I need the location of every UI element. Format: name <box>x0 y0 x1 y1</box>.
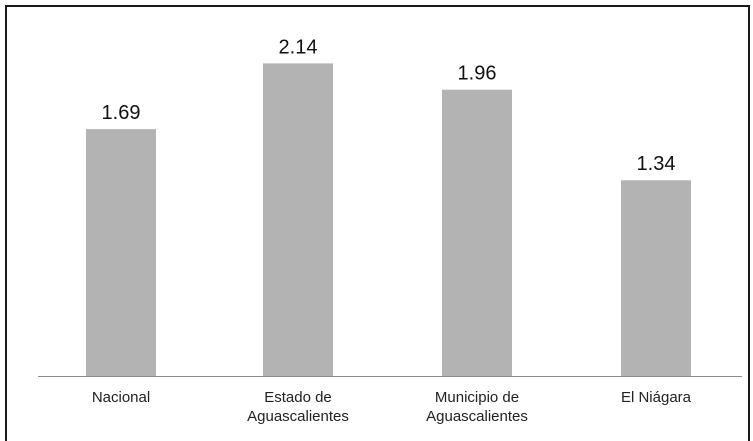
data-label-2: 1.96 <box>458 63 497 85</box>
bar-0 <box>86 129 156 376</box>
category-label-0-line-0: Nacional <box>92 389 150 406</box>
category-label-2-line-0: Municipio de <box>435 389 519 406</box>
data-label-0: 1.69 <box>102 102 141 124</box>
category-label-1-line-0: Estado de <box>264 389 332 406</box>
category-label-3-line-0: El Niágara <box>621 389 692 406</box>
category-label-2-line-1: Aguascalientes <box>426 408 528 425</box>
bar-3 <box>621 180 691 376</box>
category-label-1-line-1: Aguascalientes <box>247 408 349 425</box>
bar-1 <box>263 63 333 377</box>
data-label-3: 1.34 <box>637 153 676 175</box>
data-label-1: 2.14 <box>279 36 318 58</box>
bar-2 <box>442 89 512 377</box>
